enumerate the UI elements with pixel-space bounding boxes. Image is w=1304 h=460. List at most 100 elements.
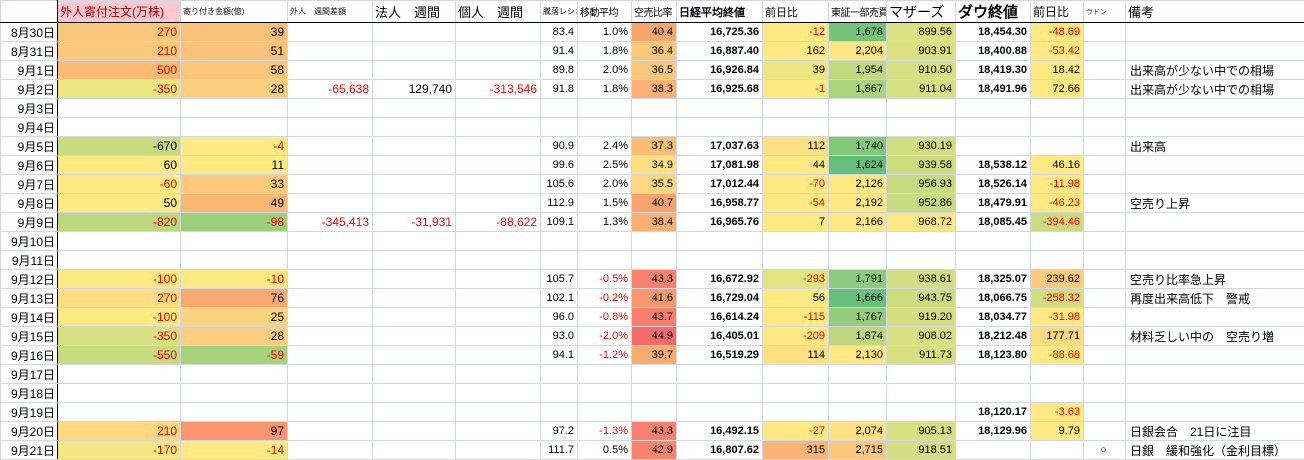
cell-toraku[interactable]: 109.1: [540, 212, 578, 232]
cell-karauri[interactable]: [631, 98, 677, 118]
cell-toraku[interactable]: 99.6: [540, 155, 578, 175]
cell-biko[interactable]: 空売り比率急上昇: [1125, 269, 1304, 289]
cell-date[interactable]: 9月1日: [0, 60, 58, 80]
header-zenjitsu[interactable]: 前日比: [762, 0, 829, 23]
cell-gweek[interactable]: [287, 345, 373, 365]
cell-kweek[interactable]: [455, 364, 541, 384]
cell-date[interactable]: 9月14日: [0, 307, 58, 327]
cell-yoritsuki[interactable]: [180, 402, 288, 422]
cell-zenjitsu[interactable]: [762, 383, 829, 403]
cell-biko[interactable]: [1125, 345, 1304, 365]
cell-mothers[interactable]: [886, 117, 956, 137]
cell-karauri[interactable]: 43.7: [631, 307, 677, 327]
cell-dowhi[interactable]: [1030, 231, 1084, 251]
cell-tosho[interactable]: 1,791: [828, 269, 887, 289]
cell-karauri[interactable]: 43.3: [631, 269, 677, 289]
cell-dowhi[interactable]: 9.79: [1030, 421, 1084, 441]
cell-hweek[interactable]: [372, 117, 456, 137]
cell-mothers[interactable]: 899.56: [886, 22, 956, 42]
cell-yoritsuki[interactable]: -14: [180, 440, 288, 460]
cell-gweek[interactable]: [287, 155, 373, 175]
cell-dowhi[interactable]: 239.62: [1030, 269, 1084, 289]
cell-idou[interactable]: 1.3%: [577, 212, 632, 232]
cell-nikkei[interactable]: 16,926.84: [676, 60, 763, 80]
cell-gaijin[interactable]: -550: [57, 345, 181, 365]
cell-mothers[interactable]: [886, 250, 956, 270]
cell-kweek[interactable]: [455, 345, 541, 365]
cell-radon[interactable]: [1083, 345, 1126, 365]
cell-gweek[interactable]: [287, 22, 373, 42]
cell-biko[interactable]: [1125, 383, 1304, 403]
cell-hweek[interactable]: [372, 307, 456, 327]
cell-hweek[interactable]: [372, 22, 456, 42]
cell-radon[interactable]: [1083, 136, 1126, 156]
cell-gaijin[interactable]: 270: [57, 288, 181, 308]
header-mothers[interactable]: マザーズ: [886, 0, 956, 23]
cell-date[interactable]: 9月16日: [0, 345, 58, 365]
header-kweek[interactable]: 個人 週間: [455, 0, 541, 23]
cell-mothers[interactable]: 939.58: [886, 155, 956, 175]
cell-dow[interactable]: 18,454.30: [955, 22, 1031, 42]
cell-tosho[interactable]: [828, 383, 887, 403]
cell-idou[interactable]: 0.5%: [577, 440, 632, 460]
cell-hweek[interactable]: [372, 60, 456, 80]
cell-gaijin[interactable]: -820: [57, 212, 181, 232]
header-radon[interactable]: ラドン: [1083, 0, 1126, 23]
cell-date[interactable]: 9月21日: [0, 440, 58, 460]
cell-hweek[interactable]: [372, 345, 456, 365]
cell-hweek[interactable]: [372, 421, 456, 441]
cell-tosho[interactable]: 1,954: [828, 60, 887, 80]
cell-date[interactable]: 9月11日: [0, 250, 58, 270]
header-toraku[interactable]: 騰落レシオ: [540, 0, 578, 23]
cell-tosho[interactable]: [828, 402, 887, 422]
cell-toraku[interactable]: 93.0: [540, 326, 578, 346]
cell-hweek[interactable]: [372, 288, 456, 308]
cell-gaijin[interactable]: 500: [57, 60, 181, 80]
cell-hweek[interactable]: [372, 231, 456, 251]
cell-yoritsuki[interactable]: [180, 364, 288, 384]
cell-gaijin[interactable]: -170: [57, 440, 181, 460]
cell-dowhi[interactable]: 177.71: [1030, 326, 1084, 346]
cell-dow[interactable]: 18,120.17: [955, 402, 1031, 422]
cell-tosho[interactable]: 1,874: [828, 326, 887, 346]
cell-toraku[interactable]: [540, 364, 578, 384]
cell-date[interactable]: 9月2日: [0, 79, 58, 99]
cell-idou[interactable]: -0.8%: [577, 307, 632, 327]
cell-yoritsuki[interactable]: [180, 117, 288, 137]
cell-idou[interactable]: -1.3%: [577, 421, 632, 441]
cell-gweek[interactable]: [287, 98, 373, 118]
cell-yoritsuki[interactable]: -4: [180, 136, 288, 156]
cell-zenjitsu[interactable]: [762, 364, 829, 384]
cell-zenjitsu[interactable]: [762, 98, 829, 118]
cell-mothers[interactable]: 911.04: [886, 79, 956, 99]
cell-idou[interactable]: [577, 250, 632, 270]
cell-mothers[interactable]: 943.75: [886, 288, 956, 308]
header-idou[interactable]: 移動平均: [577, 0, 632, 23]
cell-karauri[interactable]: 44.9: [631, 326, 677, 346]
cell-gweek[interactable]: [287, 136, 373, 156]
cell-dowhi[interactable]: [1030, 364, 1084, 384]
cell-date[interactable]: 9月12日: [0, 269, 58, 289]
cell-nikkei[interactable]: 16,807.62: [676, 440, 763, 460]
cell-gaijin[interactable]: [57, 402, 181, 422]
cell-dowhi[interactable]: [1030, 250, 1084, 270]
cell-date[interactable]: 9月19日: [0, 402, 58, 422]
cell-dowhi[interactable]: -46.23: [1030, 193, 1084, 213]
cell-nikkei[interactable]: 16,725.36: [676, 22, 763, 42]
cell-yoritsuki[interactable]: 97: [180, 421, 288, 441]
cell-nikkei[interactable]: [676, 98, 763, 118]
cell-yoritsuki[interactable]: 39: [180, 22, 288, 42]
cell-biko[interactable]: 出来高が少ない中での相場: [1125, 60, 1304, 80]
cell-dow[interactable]: [955, 383, 1031, 403]
cell-karauri[interactable]: 36.5: [631, 60, 677, 80]
cell-dowhi[interactable]: -53.42: [1030, 41, 1084, 61]
cell-zenjitsu[interactable]: -70: [762, 174, 829, 194]
cell-radon[interactable]: [1083, 212, 1126, 232]
cell-zenjitsu[interactable]: 112: [762, 136, 829, 156]
header-gweek[interactable]: 外人 週間差額: [287, 0, 373, 23]
cell-date[interactable]: 9月8日: [0, 193, 58, 213]
cell-dowhi[interactable]: 46.16: [1030, 155, 1084, 175]
cell-toraku[interactable]: 105.6: [540, 174, 578, 194]
cell-date[interactable]: 9月9日: [0, 212, 58, 232]
cell-karauri[interactable]: [631, 250, 677, 270]
